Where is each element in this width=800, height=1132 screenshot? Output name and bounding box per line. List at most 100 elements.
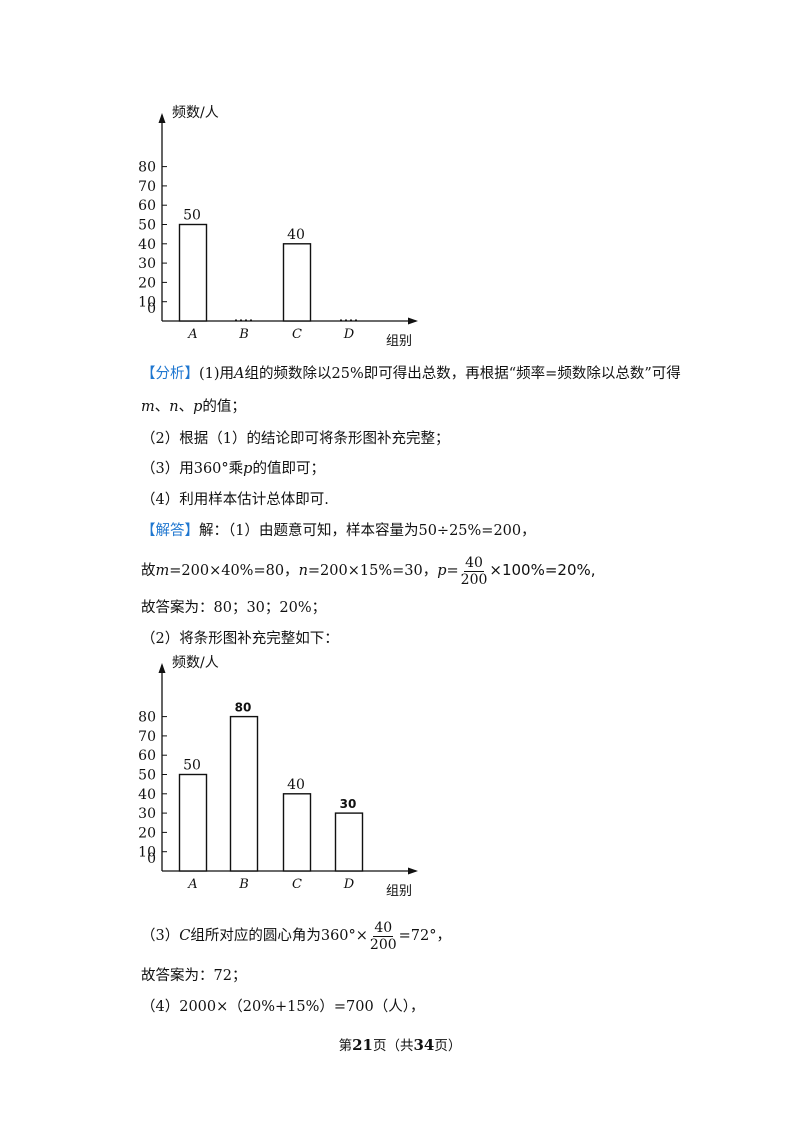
analysis-text-2b: 的值； [202, 399, 246, 415]
answer-line-4: （2）将条形图补充完整如下： [141, 631, 339, 647]
analysis-step-4: （4）利用样本估计总体即可. [141, 492, 329, 508]
footer-post: 页） [434, 1038, 462, 1054]
analysis-step-3: （3）用360°乘p的值即可； [141, 459, 325, 479]
bar-data-label: 30 [340, 797, 357, 811]
step3-text-a: （3）用360°乘 [141, 461, 244, 477]
bar [229, 715, 259, 872]
answer-var-p: p [437, 563, 447, 579]
var-m: m [141, 399, 155, 415]
y-tick-label: 10 [138, 845, 156, 861]
bar-data-label: 40 [287, 777, 305, 793]
y-tick-label: 20 [138, 825, 156, 841]
fraction-denominator-b: 200 [369, 936, 397, 953]
y-axis-arrow [158, 663, 166, 673]
answer-text-5a: （3） [141, 928, 180, 944]
answer-text-1: 解：（1）由题意可知，样本容量为50÷25%=200， [199, 523, 536, 539]
footer-pre: 第 [338, 1038, 353, 1054]
analysis-group-a: A [234, 366, 245, 382]
x-axis-arrow [408, 867, 418, 875]
chart-2-svg: 频数/人组别 010 20 30 40 50 60 70 80 A 50 B 80 C 40 D 30 [138, 655, 418, 899]
answer-line-5: （3）C组所对应的圆心角为360°× 40 200 =72°， [141, 917, 451, 955]
answer-line-1: 【解答】解：（1）由题意可知，样本容量为50÷25%=200， [141, 521, 536, 541]
y-tick-label: 60 [138, 748, 156, 764]
fraction-40-200-b: 40 200 [370, 920, 397, 953]
y-tick-label: 0 [147, 301, 156, 317]
y-tick-label: 30 [138, 806, 156, 822]
y-tick-label: 20 [138, 275, 156, 291]
page-footer: 第21页（共34页） [0, 1034, 800, 1054]
answer-group-c: C [179, 928, 191, 944]
y-tick-label: 0 [147, 851, 156, 867]
sep-1: 、 [154, 399, 170, 415]
analysis-text-1b: 组的频数除以25%即可得出总数，再根据“频率=频数除以总数”可得 [244, 366, 681, 382]
fraction-denominator: 200 [460, 571, 488, 588]
x-tick-label: B [238, 327, 249, 342]
y-tick-label: 80 [138, 710, 156, 726]
y-axis-title: 频数/人 [172, 655, 219, 671]
bar-chart-incomplete: 频数/人组别 0 10 20 30 40 50 60 70 80 A 50 B C 40 D [120, 95, 440, 355]
sep-2: 、 [178, 399, 194, 415]
chart-1-svg: 频数/人组别 010 20 30 40 50 60 70 80 A 50 B C 40 D [138, 105, 418, 349]
step3-var-p: p [243, 461, 253, 477]
footer-mid: 页（共 [373, 1038, 414, 1054]
y-tick-label: 50 [138, 218, 156, 234]
bar-data-label: 50 [183, 208, 201, 224]
y-tick-label: 60 [138, 198, 156, 214]
fraction-numerator: 40 [464, 554, 484, 572]
y-tick-label: 10 [138, 295, 156, 311]
x-axis-title: 组别 [386, 334, 412, 349]
analysis-text-1: (1)用 [199, 366, 235, 382]
x-axis-title: 组别 [386, 884, 412, 899]
answer-text-2a: 故 [141, 563, 156, 579]
y-tick-label: 30 [138, 256, 156, 272]
x-tick-label: C [292, 877, 302, 892]
footer-total-pages: 34 [413, 1036, 435, 1054]
x-axis-arrow [408, 317, 418, 325]
step3-text-b: 的值即可； [252, 461, 325, 477]
bar-data-label: 80 [235, 701, 252, 715]
answer-line-6: 故答案为：72； [141, 968, 247, 984]
bar [334, 812, 364, 872]
footer-page-number: 21 [352, 1036, 373, 1054]
answer-text-2d: = [446, 563, 459, 579]
fraction-numerator-b: 40 [373, 919, 394, 937]
bar [178, 773, 208, 872]
analysis-tag: 【分析】 [141, 366, 199, 382]
answer-line-7: （4）2000×（20%+15%）=700（人）， [141, 999, 425, 1015]
analysis-line-1: 【分析】(1)用A组的频数除以25%即可得出总数，再根据“频率=频数除以总数”可… [141, 364, 681, 384]
answer-line-2: 故m=200×40%=80，n=200×15%=30，p= 40 200 ×100%=… [141, 551, 596, 590]
y-tick-label: 70 [138, 179, 156, 195]
bar-data-label: 50 [183, 758, 201, 774]
bar-data-label: 40 [287, 227, 305, 243]
x-tick-label: D [343, 877, 355, 892]
y-tick-label: 70 [138, 729, 156, 745]
x-tick-label: C [292, 327, 302, 342]
bar-chart-complete: 频数/人组别 0 10 20 30 40 50 60 70 80 A 50 B 80 C 40 D 30 [120, 645, 440, 905]
answer-line-3: 故答案为：80；30；20%； [141, 600, 327, 616]
bar [178, 223, 208, 322]
x-tick-label: D [343, 327, 355, 342]
y-axis-arrow [158, 113, 166, 123]
answer-var-n: n [298, 563, 308, 579]
x-tick-label: A [187, 877, 197, 892]
answer-text-2b: =200×40%=80， [169, 563, 299, 579]
var-n: n [169, 399, 179, 415]
y-tick-label: 50 [138, 768, 156, 784]
y-tick-label: 40 [138, 237, 156, 253]
y-tick-label: 80 [138, 160, 156, 176]
answer-text-2e: ×100%=20%, [489, 561, 596, 579]
y-tick-label: 40 [138, 787, 156, 803]
bar [282, 793, 312, 872]
x-tick-label: B [238, 877, 249, 892]
y-axis-title: 频数/人 [172, 105, 219, 121]
analysis-line-2: m、n、p的值； [141, 397, 246, 417]
fraction-40-200: 40 200 [461, 555, 488, 588]
answer-text-2c: =200×15%=30， [307, 563, 438, 579]
answer-text-5c: 组所对应的圆心角为360°× [190, 928, 368, 944]
answer-text-5d: =72°， [398, 928, 452, 944]
answer-var-m: m [155, 563, 170, 579]
bar [282, 243, 312, 322]
answer-tag: 【解答】 [141, 523, 199, 539]
analysis-step-2: （2）根据（1）的结论即可将条形图补充完整； [141, 431, 450, 447]
x-tick-label: A [187, 327, 197, 342]
